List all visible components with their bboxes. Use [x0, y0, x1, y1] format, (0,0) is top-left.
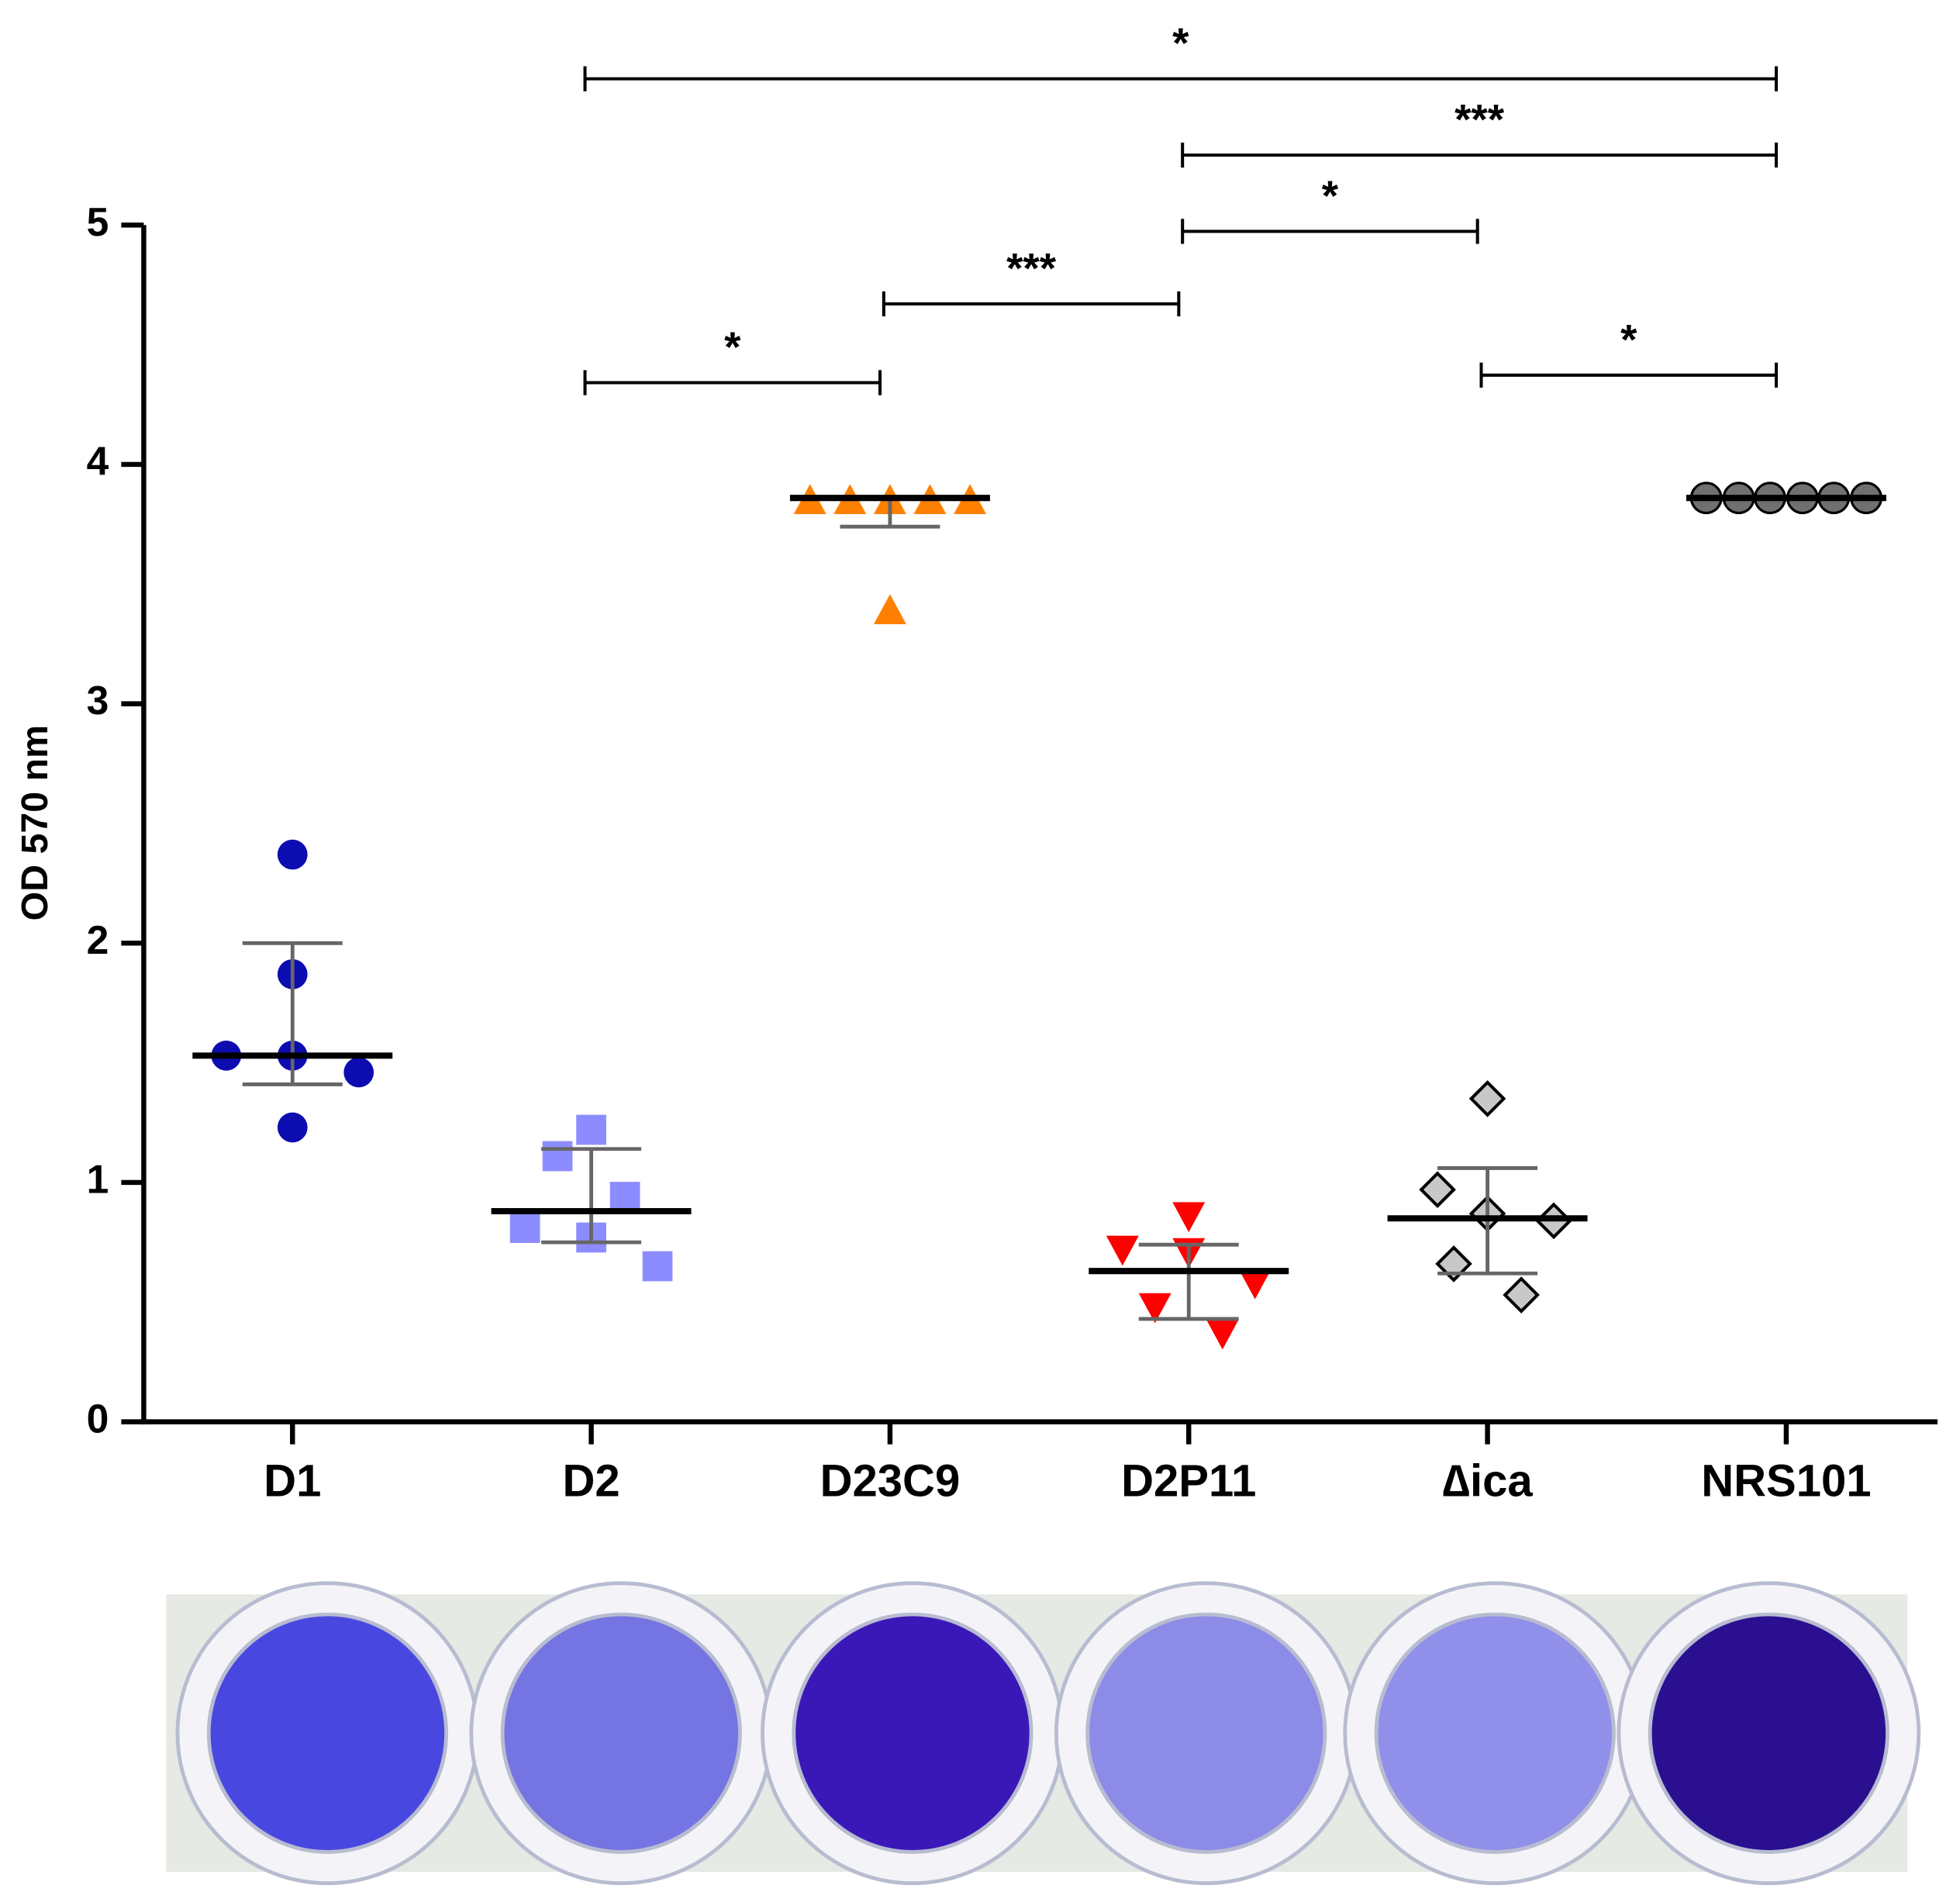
data-point — [277, 839, 308, 870]
data-point — [1238, 1269, 1272, 1300]
significance-bracket — [583, 370, 882, 395]
well-stain — [500, 1612, 742, 1854]
significance-label: *** — [1006, 243, 1057, 292]
data-point — [542, 1141, 573, 1172]
well-stain — [206, 1612, 448, 1854]
significance-bracket — [1181, 142, 1779, 168]
significance-label: * — [1620, 315, 1637, 363]
significance-label: * — [724, 323, 741, 371]
x-tick-label: D2 — [563, 1456, 620, 1507]
data-point — [609, 1182, 640, 1212]
x-tick-label: D23C9 — [820, 1456, 961, 1507]
y-tick-label: 5 — [87, 199, 109, 244]
data-point — [1172, 1202, 1206, 1233]
data-point — [277, 1112, 308, 1143]
data-point — [1138, 1293, 1172, 1324]
y-axis-label: OD 570 nm — [14, 725, 56, 921]
significance-bracket — [1479, 362, 1779, 388]
well-stain — [792, 1612, 1033, 1854]
significance-bracket — [882, 291, 1181, 317]
x-tick-label: D2P11 — [1121, 1456, 1256, 1507]
well-stain — [1085, 1612, 1327, 1854]
data-point — [873, 594, 906, 624]
x-tick-label: D1 — [264, 1456, 321, 1507]
data-point — [642, 1251, 673, 1282]
data-point — [509, 1213, 540, 1243]
well-stain — [1648, 1612, 1889, 1854]
data-point — [343, 1057, 374, 1088]
data-point — [576, 1114, 606, 1145]
x-tick-label: ∆ica — [1442, 1456, 1533, 1507]
well-photo — [166, 1581, 1921, 1886]
data-point — [1206, 1319, 1239, 1350]
significance-bracket — [583, 66, 1779, 91]
x-tick-label: NRS101 — [1701, 1456, 1871, 1507]
y-tick-label: 3 — [87, 678, 109, 723]
data-point — [1503, 1276, 1540, 1314]
well-stain — [1374, 1612, 1616, 1854]
data-point — [1106, 1235, 1139, 1266]
y-tick-label: 1 — [87, 1157, 109, 1202]
data-point — [1419, 1171, 1456, 1209]
significance-bracket — [1181, 219, 1479, 244]
significance-label: *** — [1454, 95, 1505, 143]
data-point — [1468, 1080, 1506, 1117]
y-tick-label: 0 — [87, 1396, 109, 1441]
significance-label: * — [1172, 19, 1189, 67]
significance-label: * — [1322, 171, 1339, 219]
y-tick-label: 2 — [87, 917, 109, 962]
y-tick-label: 4 — [87, 439, 109, 484]
